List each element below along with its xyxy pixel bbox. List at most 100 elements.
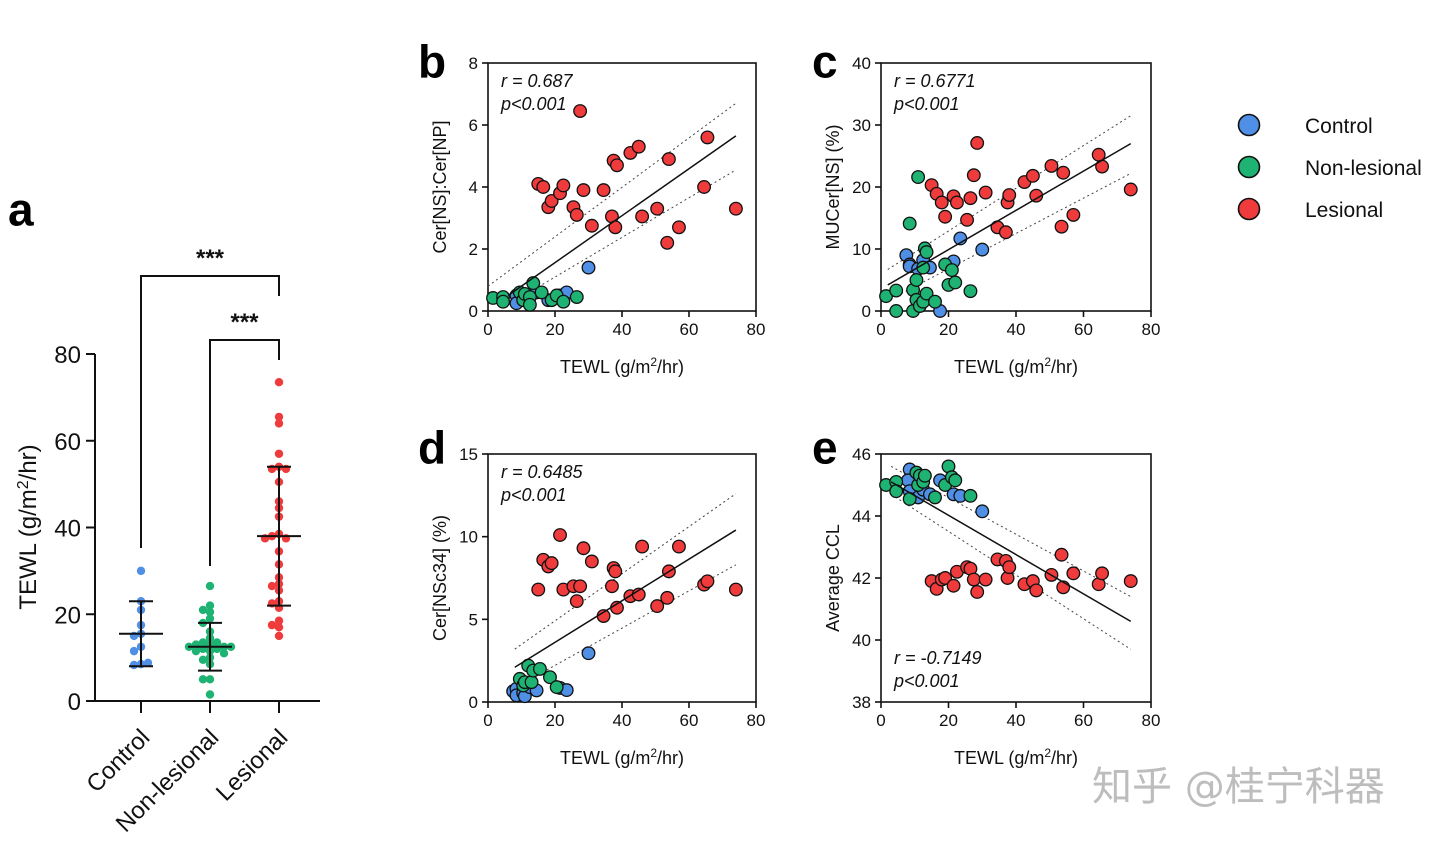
y-tick-label: 40 [852, 631, 871, 650]
x-tick-label: 0 [876, 320, 885, 339]
data-point-lesional [635, 209, 650, 224]
x-tick-label: 80 [747, 711, 766, 730]
data-point-non-lesional [963, 284, 978, 299]
data-point-lesional [1002, 188, 1017, 203]
data-point-lesional [1054, 547, 1069, 562]
y-tick-label: 0 [469, 302, 478, 321]
data-point-lesional [938, 571, 953, 585]
data-point-non-lesional [198, 655, 208, 664]
data-point-non-lesional [205, 690, 215, 699]
y-tick-label: 46 [852, 445, 871, 464]
data-point-non-lesional [191, 646, 201, 656]
data-point-non-lesional [909, 273, 924, 287]
data-point-lesional [569, 594, 584, 609]
data-point-lesional [274, 449, 284, 458]
data-point-lesional [660, 590, 675, 605]
x-tick-label: 20 [546, 320, 565, 339]
y-tick-label: 42 [852, 569, 871, 588]
data-point-non-lesional [948, 473, 963, 488]
regression-line [887, 142, 1132, 286]
y-tick-label: 15 [459, 445, 478, 464]
legend-marker-lesional [1237, 197, 1261, 221]
x-tick-label: 0 [483, 320, 492, 339]
data-point-lesional [1123, 574, 1138, 589]
data-point-lesional [934, 195, 949, 210]
data-point-lesional [635, 539, 650, 554]
legend-label-lesional: Lesional [1305, 199, 1383, 222]
data-point-lesional [274, 623, 284, 632]
data-point-lesional [1044, 158, 1059, 173]
legend: Control Non-lesional Lesional [1237, 113, 1422, 222]
data-point-non-lesional [532, 661, 547, 676]
data-point-lesional [536, 180, 551, 194]
data-point-non-lesional [522, 297, 537, 312]
x-tick-label: 20 [546, 711, 565, 730]
data-point-lesional [1029, 583, 1044, 598]
data-point-non-lesional [205, 581, 215, 591]
data-point-non-lesional [948, 275, 963, 290]
y-axis-label: TEWL (g/m2/hr) [15, 444, 43, 609]
data-point-lesional [267, 620, 277, 630]
data-point-non-lesional [917, 468, 932, 483]
legend-label-control: Control [1305, 115, 1373, 138]
data-point-lesional [267, 581, 277, 591]
y-tick-label: 8 [469, 54, 478, 73]
x-tick-label: 40 [613, 320, 632, 339]
significance-bracket [140, 275, 280, 548]
data-point-non-lesional [534, 285, 549, 300]
data-point-lesional [1054, 219, 1069, 234]
data-point-non-lesional [496, 294, 511, 309]
x-tick-label: 0 [876, 711, 885, 730]
data-point-control [129, 646, 139, 656]
data-point-non-lesional [556, 294, 571, 309]
data-point-lesional [576, 183, 591, 198]
x-tick-label: 20 [939, 711, 958, 730]
data-point-non-lesional [212, 638, 222, 647]
data-point-non-lesional [205, 601, 215, 610]
data-point-non-lesional [205, 675, 215, 684]
panel-letter: c [812, 36, 838, 88]
panel-c: c 0 20 40 60 80 0 10 20 30 40 TEWL (g/m2/hr) MUCer[N… [812, 36, 1160, 377]
data-point-non-lesional [889, 283, 904, 298]
data-point-lesional [1123, 182, 1138, 197]
data-point-lesional [966, 168, 981, 183]
panel-b: b 0 20 40 60 80 0 2 4 6 8 TEWL (g/m2/hr) Cer[NS]:Cer… [418, 36, 765, 377]
data-point-lesional [1002, 560, 1017, 575]
data-point-non-lesional [549, 680, 564, 695]
y-tick-label: 10 [852, 240, 871, 259]
data-point-lesional [1025, 168, 1040, 183]
data-point-non-lesional [569, 290, 584, 305]
data-point-non-lesional [944, 263, 959, 278]
x-tick-label: 60 [680, 711, 699, 730]
data-point-lesional [596, 183, 611, 198]
data-point-lesional [1066, 566, 1081, 581]
data-point-lesional [584, 554, 599, 569]
y-tick-label: 0 [68, 689, 81, 716]
stat-r-value: r = 0.687 [501, 71, 574, 91]
data-point-lesional [544, 193, 559, 208]
data-point-lesional [274, 377, 284, 387]
data-point-lesional [1095, 566, 1110, 581]
x-tick-label-lesional: Lesional [211, 724, 293, 806]
x-axis-label: TEWL (g/m2/hr) [560, 355, 684, 377]
stat-r-value: r = -0.7149 [894, 648, 982, 668]
data-point-non-lesional [205, 614, 215, 623]
x-tick-label: 20 [939, 320, 958, 339]
data-point-lesional [274, 631, 284, 641]
data-point-lesional [660, 235, 675, 250]
legend-label-non-lesional: Non-lesional [1305, 157, 1422, 180]
data-point-non-lesional [963, 488, 978, 503]
data-point-lesional [1066, 207, 1081, 222]
data-point-lesional [274, 419, 284, 428]
y-tick-label: 0 [862, 302, 871, 321]
data-point-lesional [573, 579, 588, 594]
x-tick-label: 60 [680, 320, 699, 339]
y-tick-label: 40 [54, 516, 81, 543]
stat-r-value: r = 0.6485 [501, 462, 584, 482]
y-axis-label: MUCer[NS] (%) [823, 125, 843, 250]
y-tick-label: 20 [54, 602, 81, 629]
stat-p-value: p<0.001 [893, 671, 960, 691]
data-point-lesional [274, 616, 284, 625]
data-point-lesional [274, 412, 284, 422]
x-axis-label: TEWL (g/m2/hr) [954, 746, 1078, 768]
